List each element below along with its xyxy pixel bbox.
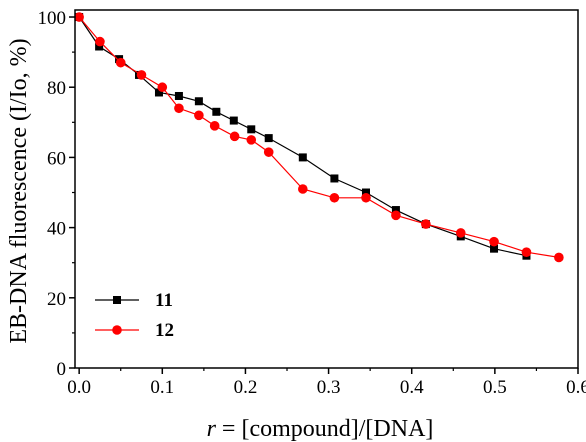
series-12-point xyxy=(298,184,308,194)
series-11-point xyxy=(247,125,256,134)
series-12-point xyxy=(209,121,220,131)
series-12-point xyxy=(391,210,401,221)
series-11-point xyxy=(154,88,163,97)
series-12-point xyxy=(554,252,564,263)
series-12-point xyxy=(194,110,204,121)
axis-layer: 0.0 0.1 0.2 0.3 0.4 0.5 0.6 0 20 40 60 80 100 xyxy=(38,8,586,398)
series-12-point xyxy=(136,70,147,80)
y-tick-label: 40 xyxy=(47,219,66,240)
series-12-point xyxy=(74,12,84,22)
series-12-point xyxy=(421,219,431,229)
series-11-point xyxy=(95,42,104,51)
series-12-point xyxy=(361,192,371,203)
series-11-line xyxy=(78,16,527,257)
x-axis-title: r = [compound]/[DNA] xyxy=(207,416,434,442)
y-tick-label: 100 xyxy=(38,8,67,29)
series-11-point xyxy=(194,97,203,106)
x-tick-label: 0.0 xyxy=(67,377,91,398)
series-12-point xyxy=(521,247,532,257)
series-11-point xyxy=(490,244,499,253)
legend-marker-12 xyxy=(112,325,122,335)
series-11-point xyxy=(361,188,370,197)
plot-border xyxy=(74,9,579,369)
legend-label-11: 11 xyxy=(155,290,173,311)
x-tick-label: 0.5 xyxy=(483,377,507,398)
series-11-point xyxy=(212,107,221,116)
series-11-point xyxy=(330,174,339,183)
y-tick-label: 60 xyxy=(47,148,66,169)
series-layer xyxy=(74,12,564,263)
series-12-point xyxy=(95,36,105,47)
series-11-point xyxy=(298,153,307,162)
series-11-point xyxy=(229,116,238,125)
y-tick-label: 0 xyxy=(57,359,67,380)
series-12-point xyxy=(263,147,274,157)
series-12-point xyxy=(157,82,168,93)
y-axis-title: EB-DNA fluorescence (I/Io, %) xyxy=(6,38,32,343)
y-tick-label: 80 xyxy=(47,78,66,99)
series-12-point xyxy=(229,131,240,142)
series-12-point xyxy=(115,57,126,68)
legend-marker-11 xyxy=(113,296,121,304)
series-12-point xyxy=(329,192,340,203)
series-12-point xyxy=(455,228,466,238)
series-12-point xyxy=(246,135,257,145)
x-tick-label: 0.1 xyxy=(150,377,174,398)
x-tick-label: 0.3 xyxy=(317,377,341,398)
series-11-point xyxy=(264,134,273,143)
series-11-point xyxy=(174,91,183,100)
series-11-point xyxy=(391,206,400,215)
x-tick-label: 0.6 xyxy=(566,377,586,398)
legend-label-12: 12 xyxy=(155,320,174,341)
x-tick-label: 0.4 xyxy=(400,377,424,398)
series-12-point xyxy=(174,103,184,114)
series-12-line xyxy=(78,16,559,258)
y-tick-label: 20 xyxy=(47,289,66,310)
x-tick-label: 0.2 xyxy=(234,377,258,398)
series-12-point xyxy=(489,236,499,247)
